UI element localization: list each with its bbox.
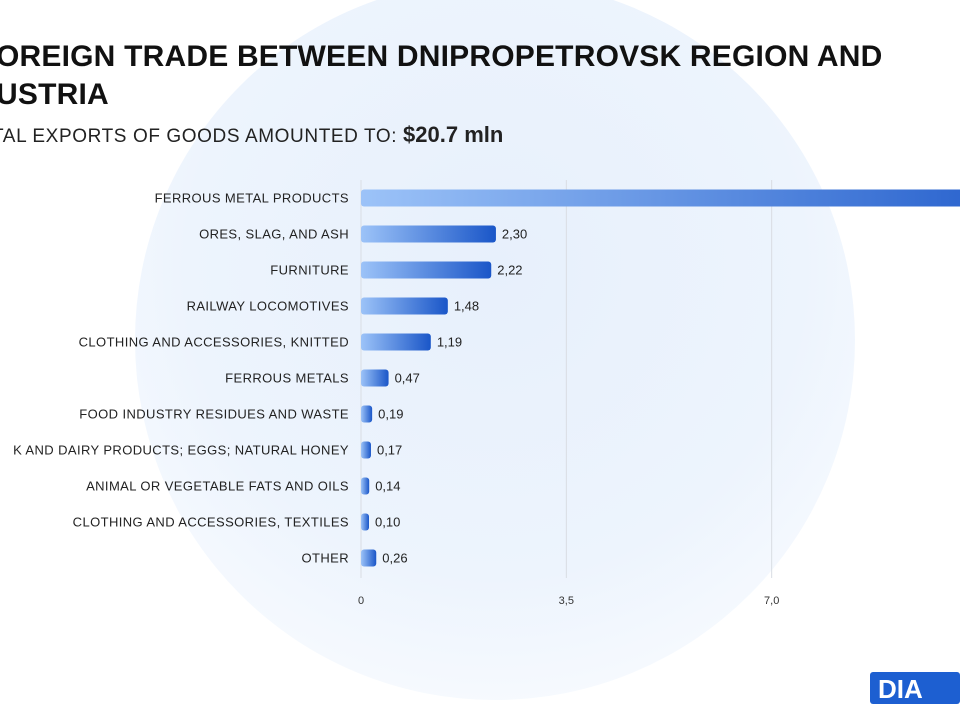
category-label: ORES, SLAG, AND ASH	[199, 227, 349, 242]
data-label: 0,14	[375, 479, 400, 494]
bar	[361, 513, 369, 531]
bar	[361, 189, 960, 207]
category-label: RAILWAY LOCOMOTIVES	[187, 299, 349, 314]
category-label: ANIMAL OR VEGETABLE FATS AND OILS	[86, 479, 349, 494]
logo-background	[870, 672, 960, 704]
category-label: K AND DAIRY PRODUCTS; EGGS; NATURAL HONE…	[13, 443, 349, 458]
category-label: FERROUS METALS	[225, 371, 349, 386]
data-label: 2,22	[497, 263, 522, 278]
subtitle-prefix: TAL EXPORTS OF GOODS AMOUNTED TO:	[0, 126, 398, 147]
category-label: CLOTHING AND ACCESSORIES, KNITTED	[79, 335, 349, 350]
bar	[361, 477, 370, 495]
bar	[361, 441, 371, 459]
data-label: 2,30	[502, 227, 527, 242]
x-tick-label: 7,0	[764, 595, 779, 607]
bar	[361, 405, 373, 423]
x-axis-ticks: 03,57,010,5	[358, 595, 779, 607]
x-tick-label: 3,5	[559, 595, 574, 607]
x-tick-label: 0	[358, 595, 364, 607]
total-exports-value: $20.7 mln	[403, 122, 504, 147]
data-label: 0,47	[395, 371, 420, 386]
value-labels: 2,30 2,22 1,48 1,19 0,47 0,19 0,17 0,14 0,10 0,26	[375, 227, 527, 566]
bar	[361, 333, 431, 351]
bar	[361, 369, 389, 387]
data-label: 1,48	[454, 299, 479, 314]
background-circle	[135, 0, 855, 700]
data-label: 0,10	[375, 515, 400, 530]
category-label: CLOTHING AND ACCESSORIES, TEXTILES	[73, 515, 349, 530]
data-label: 0,17	[377, 443, 402, 458]
data-label: 0,26	[382, 551, 407, 566]
data-label: 1,19	[437, 335, 462, 350]
logo-text: DIA	[878, 674, 923, 704]
category-label: FERROUS METAL PRODUCTS	[155, 191, 349, 206]
bar	[361, 549, 377, 567]
bar	[361, 261, 492, 279]
dia-logo: DIA	[870, 672, 960, 704]
bar	[361, 225, 496, 243]
category-label: FOOD INDUSTRY RESIDUES AND WASTE	[79, 407, 349, 422]
bar	[361, 297, 448, 315]
category-label: FURNITURE	[270, 263, 349, 278]
data-label: 0,19	[378, 407, 403, 422]
subtitle: TAL EXPORTS OF GOODS AMOUNTED TO: $20.7 …	[0, 122, 503, 148]
category-labels: FERROUS METAL PRODUCTS ORES, SLAG, AND AS…	[13, 191, 349, 566]
bars	[361, 189, 960, 567]
category-label: OTHER	[302, 551, 350, 566]
page-title: OREIGN TRADE BETWEEN DNIPROPETROVSK REGI…	[0, 40, 883, 111]
